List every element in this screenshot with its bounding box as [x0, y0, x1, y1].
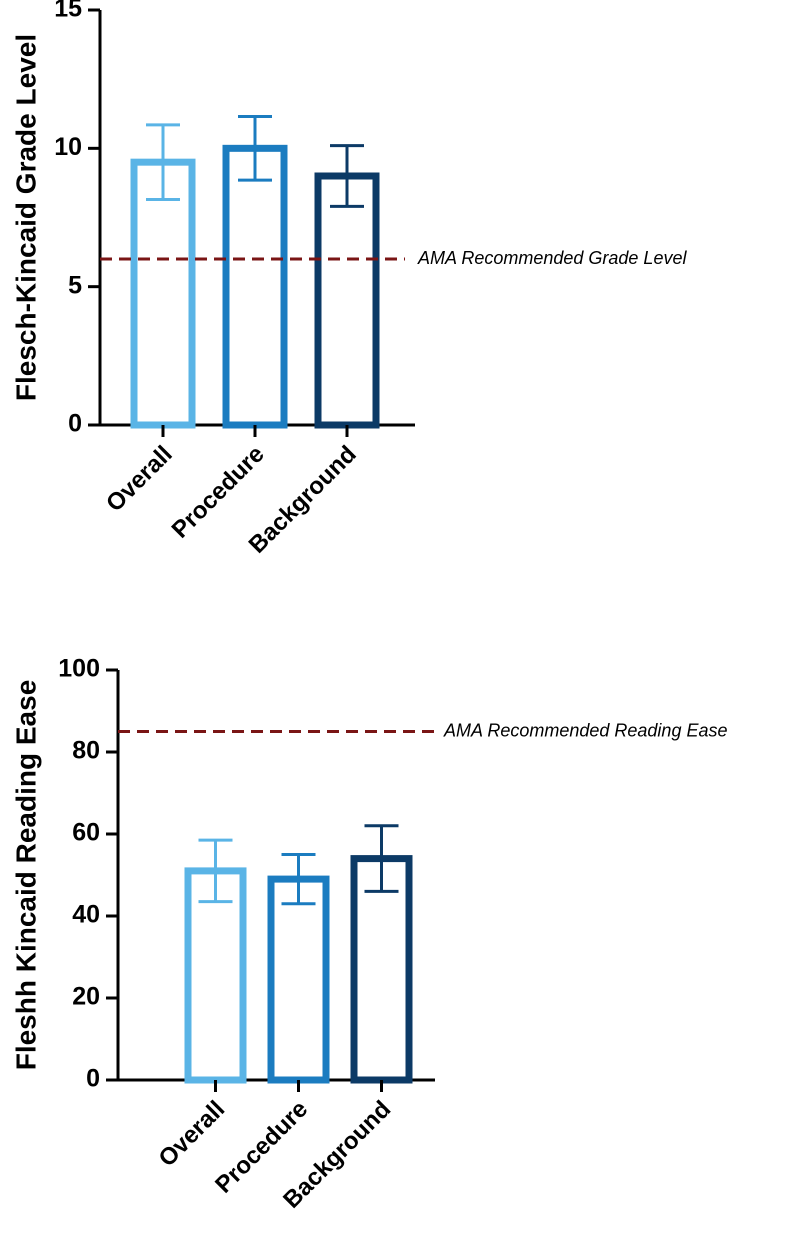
y-tick-label: 10: [54, 133, 82, 161]
y-tick-label: 5: [68, 271, 82, 299]
y-tick-label: 80: [72, 737, 100, 765]
y-tick-label: 20: [72, 983, 100, 1011]
y-tick-label: 40: [72, 901, 100, 929]
y-tick-label: 60: [72, 819, 100, 847]
bar: [130, 158, 196, 429]
bar: [314, 172, 380, 429]
bar: [222, 144, 288, 429]
reference-label: AMA Recommended Reading Ease: [443, 720, 727, 740]
x-tick-label: Overall: [101, 441, 178, 518]
x-tick-label: Overall: [154, 1096, 231, 1173]
bar: [267, 875, 330, 1084]
y-tick-label: 100: [58, 655, 100, 683]
y-axis-title: Fleshh Kincaid Reading Ease: [10, 680, 41, 1071]
y-tick-label: 0: [86, 1065, 100, 1093]
reference-label: AMA Recommended Grade Level: [417, 248, 687, 268]
y-axis-title: Flesch-Kincaid Grade Level: [10, 34, 41, 401]
y-tick-label: 0: [68, 410, 82, 438]
y-tick-label: 15: [54, 0, 82, 23]
